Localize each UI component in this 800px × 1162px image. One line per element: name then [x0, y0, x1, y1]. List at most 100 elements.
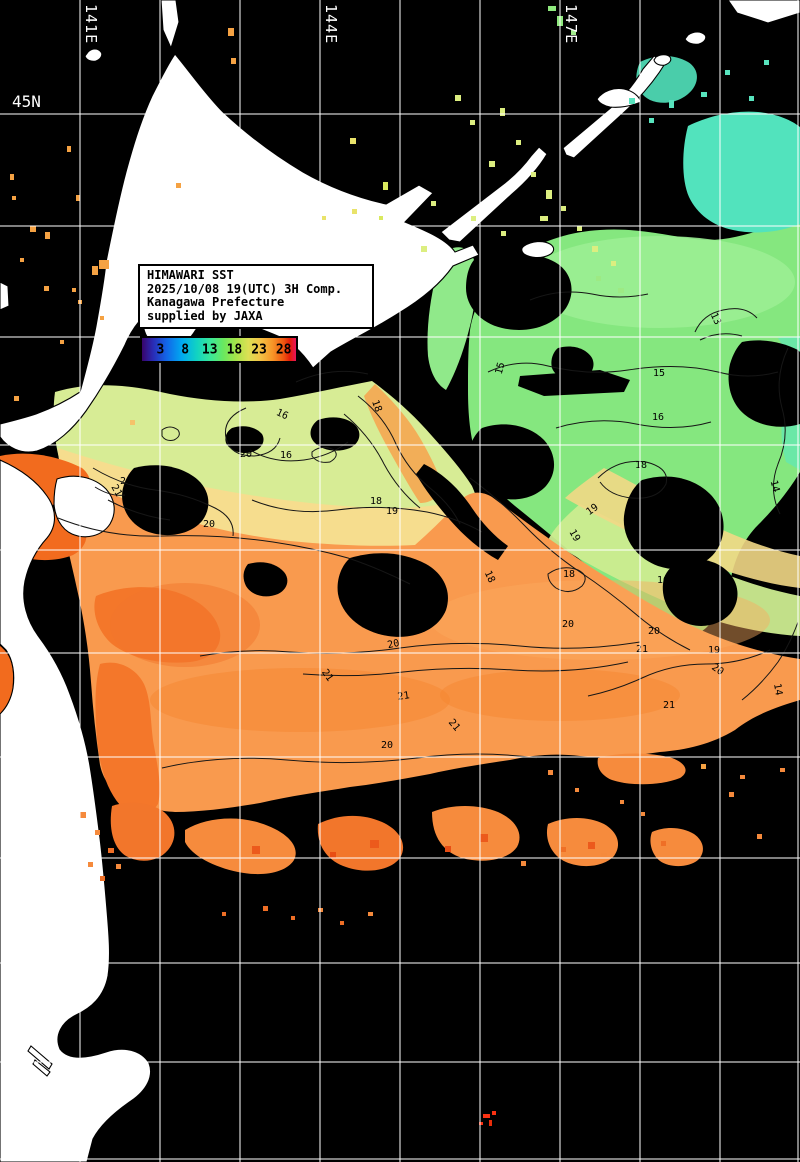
sst-pixel [561, 847, 566, 852]
sst-pixel [492, 1111, 496, 1115]
sst-band-blob-5 [650, 828, 703, 867]
sst-pixel [340, 921, 344, 925]
land-polygon [521, 241, 555, 259]
sst-pixel [80, 812, 86, 818]
sst-pixel [383, 182, 388, 190]
colorbar-tick-13: 13 [201, 342, 218, 357]
contour-label: 21 [663, 700, 675, 711]
sst-pixel [596, 276, 601, 281]
contour-label: 14 [771, 683, 784, 697]
sst-pixel [92, 266, 98, 275]
sst-contour-line [469, 477, 691, 651]
info-box: HIMAWARI SST 2025/10/08 19(UTC) 3H Comp.… [138, 264, 374, 329]
sst-pixel [611, 261, 616, 266]
sst-contour-line [555, 420, 712, 429]
cloud-blob [122, 465, 209, 536]
cloud-blob [243, 562, 288, 597]
land-polygon [653, 54, 672, 66]
sst-pixel [352, 209, 357, 214]
sst-pixel [764, 60, 769, 65]
info-line-datetime: 2025/10/08 19(UTC) 3H Comp. [147, 281, 343, 296]
sst-pixel [100, 316, 104, 320]
contour-label: 16 [657, 575, 669, 586]
longitude-label-144E: 144E [322, 4, 340, 45]
sst-pixel [618, 288, 624, 293]
contour-label: 18 [482, 569, 497, 585]
land-polygon [684, 31, 707, 45]
sst-contour-line [251, 499, 483, 533]
sst-pixel [571, 30, 576, 35]
sst-pixel [252, 846, 260, 854]
colorbar-tick-28: 28 [275, 342, 292, 357]
sst-band-blob-4 [546, 818, 619, 867]
sst-orange-streak-1 [150, 668, 450, 732]
contour-label: 19 [566, 528, 582, 544]
sst-pixel [470, 120, 475, 125]
sst-pixel [14, 396, 19, 401]
sst-pixel [379, 216, 383, 220]
sst-pixel [370, 840, 379, 848]
sst-pixel [76, 195, 80, 201]
longitude-label-147E: 147E [562, 4, 580, 45]
sst-pixel [740, 775, 745, 779]
contour-label: 20 [120, 476, 132, 487]
sst-contour-line [597, 460, 668, 499]
cloud-blob [416, 464, 508, 560]
sst-pixel [30, 226, 36, 232]
sst-paleyellow-band [58, 448, 480, 561]
sst-contour-line [249, 441, 349, 462]
sst-band-blob-right [597, 753, 686, 785]
sst-pixel [479, 1122, 483, 1125]
contour-label: 19 [386, 506, 398, 517]
sst-pixel [421, 246, 427, 252]
sst-pixel [757, 834, 762, 839]
sst-pixel [669, 100, 674, 108]
sst-orange-streak-3 [110, 583, 260, 667]
sst-pixel [130, 420, 135, 425]
sst-pixel [263, 906, 268, 911]
sst-pixel [548, 6, 556, 11]
sst-pixel [501, 231, 506, 236]
sst-contour-line [343, 413, 421, 509]
sst-contour-line [295, 370, 369, 383]
sst-band-blob-coastal [110, 802, 175, 861]
sst-pixel [641, 812, 645, 816]
sst-pixel [661, 841, 666, 846]
contour-label: 18 [369, 399, 383, 414]
sst-pixel [592, 246, 598, 252]
sst-pixel [231, 58, 236, 64]
land-polygon [440, 146, 548, 243]
sst-pixel [88, 862, 93, 867]
cloud-blob [623, 476, 724, 570]
contour-label: 20 [240, 449, 252, 460]
sst-pixel [701, 92, 707, 97]
contour-label: 18 [563, 569, 575, 580]
sst-pixel [176, 183, 181, 188]
sst-pixel [729, 792, 734, 797]
sst-contour-line [107, 499, 171, 521]
sst-pixel [489, 161, 495, 167]
contour-label: 16 [652, 412, 664, 423]
sst-pixel [100, 876, 105, 881]
contour-label: 20 [203, 519, 215, 530]
colorbar-tick-18: 18 [226, 342, 243, 357]
sst-pixel [480, 834, 488, 842]
sst-contour-line [302, 661, 629, 677]
sst-pixel [431, 201, 436, 206]
sst-pixel [749, 96, 754, 101]
sst-pixel [575, 788, 579, 792]
sst-pixel [12, 196, 16, 200]
colorbar-tick-8: 8 [181, 342, 190, 357]
contour-label: 18 [635, 460, 647, 471]
contour-label: 13 [708, 311, 723, 327]
sst-pixel [222, 912, 226, 916]
sst-contour-line [694, 308, 758, 333]
sst-pixel [561, 206, 566, 211]
contour-label: 21 [636, 644, 648, 655]
contour-label: 15 [653, 368, 665, 379]
sst-pixel [780, 768, 785, 772]
sst-contour-line [529, 291, 649, 301]
sst-pixel [67, 146, 71, 152]
